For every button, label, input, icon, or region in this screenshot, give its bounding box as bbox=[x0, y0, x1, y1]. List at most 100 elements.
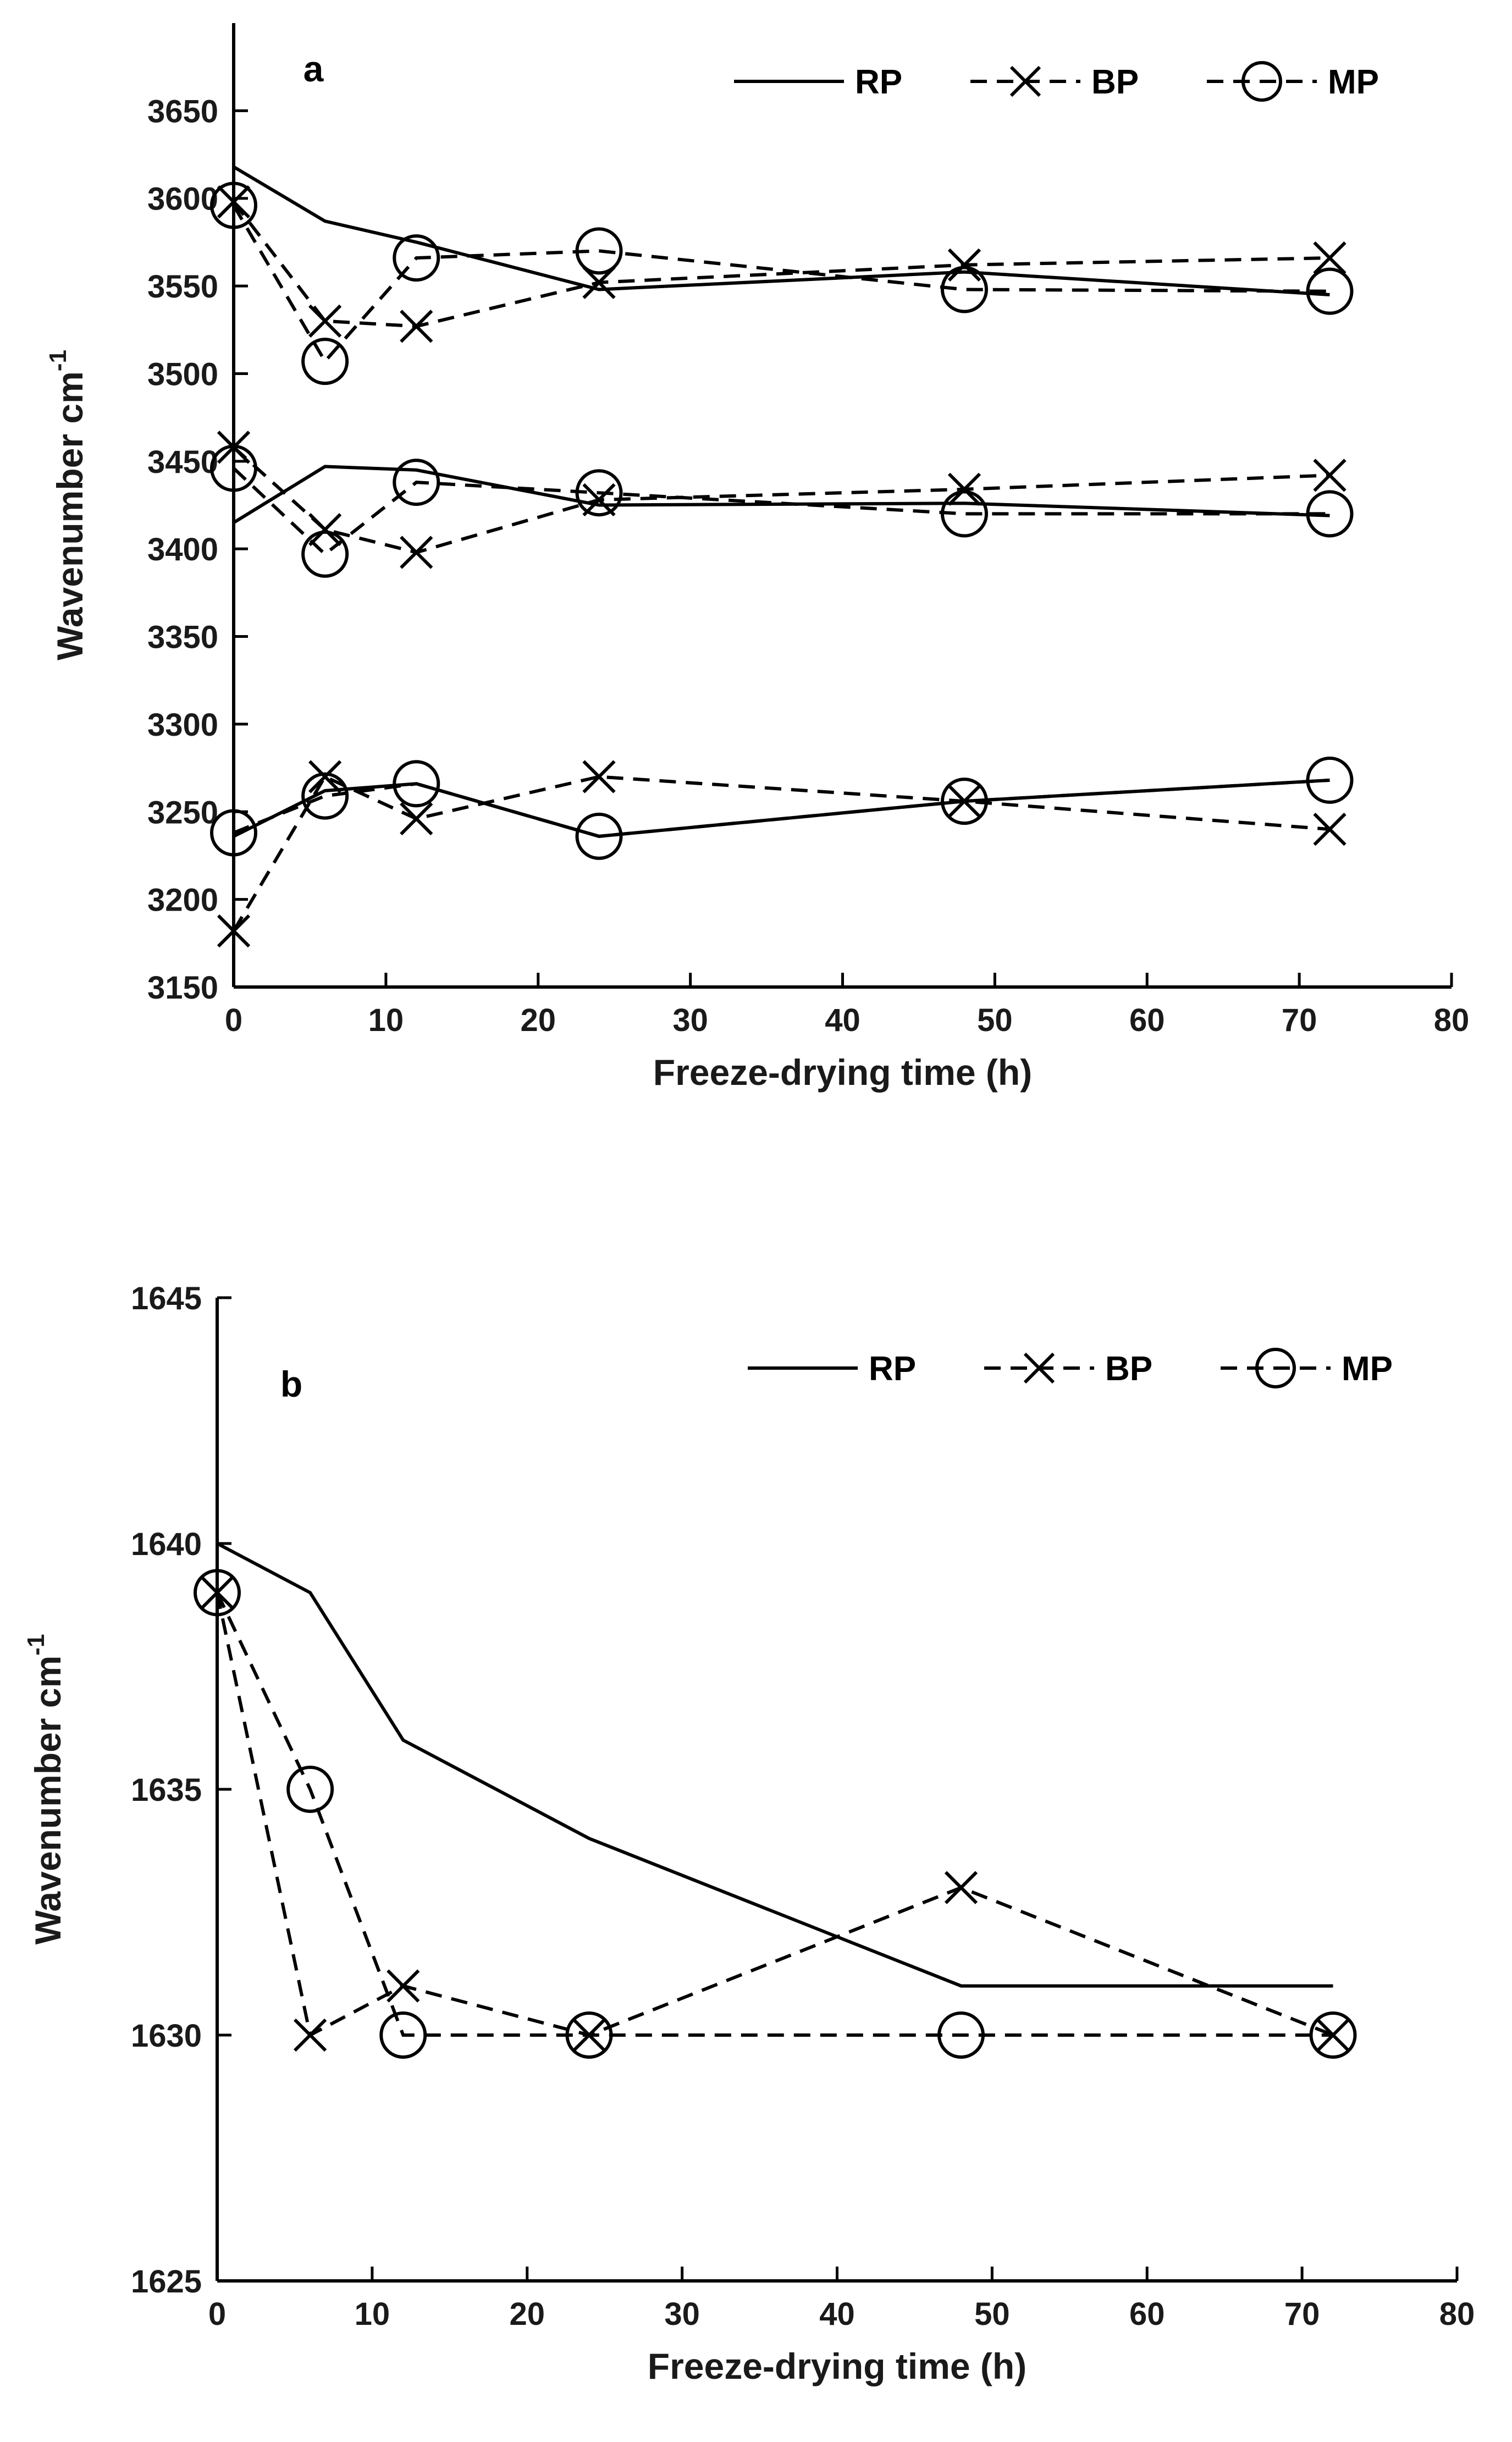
legend-marker-BP bbox=[1009, 65, 1041, 97]
x-tick-label: 10 bbox=[355, 2296, 390, 2332]
data-point-BP bbox=[400, 536, 433, 569]
data-point-BP bbox=[217, 185, 251, 219]
x-tick-label: 80 bbox=[1434, 1002, 1470, 1038]
series-RP-band-1 bbox=[216, 1542, 1333, 1988]
x-tick-label: 70 bbox=[1282, 1002, 1317, 1038]
series-RP-band-1 bbox=[233, 165, 1330, 296]
data-point-MP bbox=[286, 1766, 334, 1813]
data-point-MP bbox=[1306, 267, 1354, 315]
x-tick-label: 30 bbox=[664, 2296, 700, 2332]
data-point-BP bbox=[387, 1969, 420, 2003]
data-point-MP bbox=[937, 2011, 985, 2059]
panel-label: a bbox=[303, 48, 324, 89]
data-point-BP bbox=[308, 760, 342, 793]
data-point-MP bbox=[575, 812, 623, 860]
y-tick-label: 3600 bbox=[147, 181, 218, 217]
y-tick-label: 1645 bbox=[131, 1281, 202, 1316]
series-RP-band-3 bbox=[233, 778, 1330, 838]
y-axis-title-text: Wavenumber cm bbox=[49, 371, 90, 660]
data-point-BP bbox=[400, 802, 433, 836]
series-MP-band-1 bbox=[210, 181, 1354, 385]
data-point-MP bbox=[1309, 2011, 1357, 2059]
panel-label: b bbox=[280, 1364, 302, 1404]
data-point-BP bbox=[582, 483, 616, 517]
x-tick-label: 20 bbox=[509, 2296, 545, 2332]
data-point-MP bbox=[301, 530, 349, 578]
data-point-BP bbox=[308, 513, 342, 547]
series-line-MP bbox=[233, 778, 1330, 838]
legend-marker-BP bbox=[1023, 1352, 1055, 1384]
data-point-MP bbox=[575, 469, 623, 517]
y-axis-title: Wavenumber cm-1 bbox=[45, 350, 90, 660]
data-point-BP bbox=[1313, 459, 1347, 492]
legend-label-BP: BP bbox=[1091, 63, 1139, 101]
data-point-MP bbox=[393, 234, 440, 282]
data-point-BP bbox=[944, 1871, 978, 1904]
series-MP-band-2 bbox=[210, 444, 1354, 578]
x-tick-label: 80 bbox=[1439, 2296, 1475, 2332]
data-point-MP bbox=[210, 809, 257, 857]
y-tick-label: 3400 bbox=[147, 532, 218, 567]
y-axis-title-text: Wavenumber cm bbox=[27, 1656, 68, 1945]
data-point-MP bbox=[393, 760, 440, 808]
data-point-MP bbox=[941, 490, 988, 538]
data-point-BP bbox=[1313, 813, 1347, 846]
series-MP-band-3 bbox=[210, 756, 1354, 860]
data-point-MP bbox=[941, 778, 988, 825]
legend-label-MP: MP bbox=[1342, 1350, 1393, 1388]
x-axis-title: Freeze-drying time (h) bbox=[653, 1052, 1032, 1093]
y-tick-label: 3150 bbox=[147, 970, 218, 1006]
legend-label-MP: MP bbox=[1328, 63, 1379, 101]
series-BP-band-2 bbox=[217, 431, 1347, 569]
y-tick-label: 3300 bbox=[147, 707, 218, 743]
y-tick-label: 3250 bbox=[147, 795, 218, 830]
series-line-BP bbox=[216, 1592, 1334, 2038]
legend-marker-MP bbox=[1255, 1348, 1296, 1388]
y-axis-title-superscript: -1 bbox=[45, 350, 71, 371]
x-tick-label: 40 bbox=[825, 1002, 860, 1038]
data-point-BP bbox=[308, 304, 342, 338]
y-tick-label: 3550 bbox=[147, 269, 218, 305]
x-tick-label: 70 bbox=[1284, 2296, 1320, 2332]
legend-label-BP: BP bbox=[1105, 1350, 1152, 1388]
y-tick-label: 1625 bbox=[131, 2264, 202, 2300]
x-tick-label: 30 bbox=[672, 1002, 708, 1038]
series-line-RP bbox=[233, 778, 1330, 838]
data-point-BP bbox=[947, 472, 981, 506]
data-point-BP bbox=[294, 2018, 327, 2052]
series-line-RP bbox=[233, 165, 1330, 296]
legend: RP BP MP bbox=[734, 61, 1379, 102]
series-BP-band-1 bbox=[200, 1576, 1350, 2052]
data-point-MP bbox=[1306, 756, 1354, 804]
data-point-MP bbox=[1306, 490, 1354, 538]
y-tick-label: 3650 bbox=[147, 93, 218, 129]
series-line-BP bbox=[232, 446, 1330, 554]
data-point-BP bbox=[217, 914, 251, 948]
series-line-MP bbox=[232, 467, 1330, 556]
chart-panel-a: 0 10 20 30 40 50 60 70 80 3150 3200 3250 3300 3350 340… bbox=[45, 23, 1469, 1093]
series-line-BP bbox=[232, 201, 1330, 328]
y-axis-title-superscript: -1 bbox=[23, 1634, 49, 1656]
series-BP-band-3 bbox=[217, 760, 1347, 948]
data-point-MP bbox=[565, 2011, 613, 2059]
y-tick-label: 3200 bbox=[147, 883, 218, 918]
x-tick-label: 60 bbox=[1129, 2296, 1165, 2332]
y-tick-label: 3500 bbox=[147, 356, 218, 392]
legend-marker-MP bbox=[1241, 61, 1282, 102]
x-tick-label: 40 bbox=[819, 2296, 855, 2332]
y-tick-label: 3350 bbox=[147, 620, 218, 655]
data-point-MP bbox=[301, 338, 349, 385]
data-point-MP bbox=[575, 227, 623, 275]
x-tick-label: 0 bbox=[225, 1002, 242, 1038]
data-point-MP bbox=[210, 444, 257, 492]
x-tick-label: 50 bbox=[974, 2296, 1010, 2332]
legend-label-RP: RP bbox=[855, 63, 902, 101]
y-tick-label: 3450 bbox=[147, 444, 218, 480]
y-tick-label: 1635 bbox=[131, 1772, 202, 1808]
chart-panel-b: 0 10 20 30 40 50 60 70 80 1625 1630 1635 1640 1645 Fre… bbox=[23, 1281, 1475, 2386]
y-tick-label: 1630 bbox=[131, 2018, 202, 2054]
data-point-MP bbox=[393, 459, 440, 506]
series-line-RP bbox=[216, 1542, 1333, 1988]
data-point-BP bbox=[1313, 241, 1347, 275]
